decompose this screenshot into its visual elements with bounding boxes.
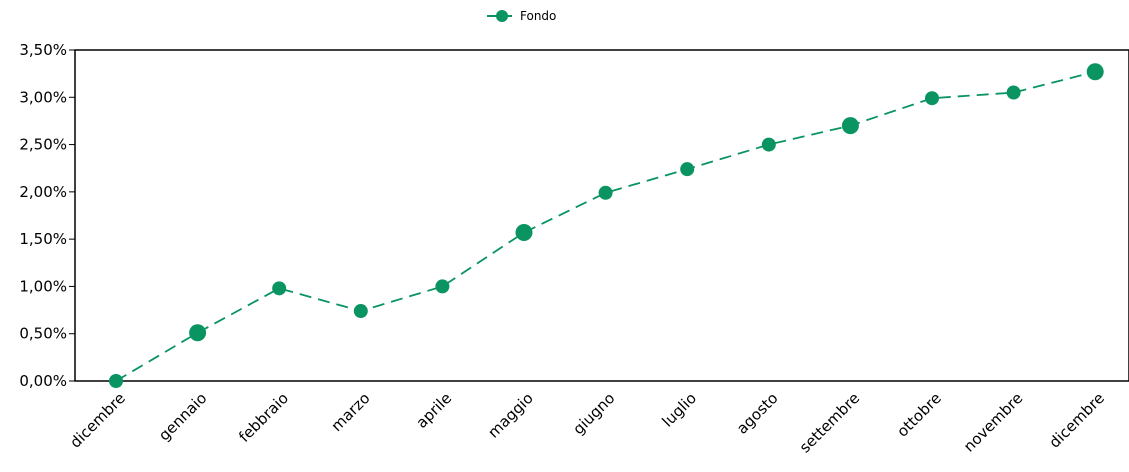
y-tick-label: 3,50% <box>19 41 67 59</box>
legend-dot-marker <box>496 10 508 22</box>
x-tick-label: agosto <box>733 389 782 438</box>
y-tick-label: 0,50% <box>19 325 67 343</box>
legend: Fondo <box>487 9 556 23</box>
y-tick-label: 1,50% <box>19 230 67 248</box>
x-tick-label: dicembre <box>1046 389 1108 451</box>
x-tick-label: giugno <box>569 389 618 438</box>
data-point <box>680 162 695 177</box>
data-point <box>189 324 207 342</box>
data-point <box>515 224 533 242</box>
legend-label: Fondo <box>520 9 556 23</box>
data-point <box>272 281 287 296</box>
x-tick-label: novembre <box>960 389 1026 455</box>
y-tick-label: 2,50% <box>19 136 67 154</box>
data-point <box>1086 63 1104 81</box>
series-line <box>115 70 1096 382</box>
data-point <box>1006 85 1021 100</box>
y-axis-ticks: 0,00% 0,50% 1,00% 1,50% 2,00% 2,50% 3,00% 3,50% <box>19 41 75 390</box>
data-point <box>598 185 613 200</box>
x-tick-label: ottobre <box>893 389 944 440</box>
data-point <box>435 279 450 294</box>
y-tick-label: 1,00% <box>19 277 67 295</box>
y-tick-label: 0,00% <box>19 372 67 390</box>
data-point <box>353 304 368 319</box>
plot-area <box>74 49 1129 382</box>
data-point <box>841 117 859 135</box>
x-tick-label: settembre <box>796 389 863 456</box>
x-tick-label: luglio <box>659 389 701 431</box>
y-tick-label: 3,00% <box>19 88 67 106</box>
x-tick-label: febbraio <box>235 389 292 446</box>
data-point <box>761 137 776 152</box>
x-tick-label: maggio <box>484 389 536 441</box>
x-tick-label: aprile <box>412 389 455 432</box>
x-tick-label: dicembre <box>66 389 128 451</box>
x-tick-label: gennaio <box>155 389 210 444</box>
series-fondo <box>109 63 1104 388</box>
data-point <box>109 374 123 388</box>
x-tick-label: marzo <box>328 389 374 435</box>
data-point <box>925 91 939 106</box>
y-tick-label: 2,00% <box>19 183 67 201</box>
x-axis-ticks: dicembre gennaio febbraio marzo aprile maggio… <box>66 389 1108 456</box>
